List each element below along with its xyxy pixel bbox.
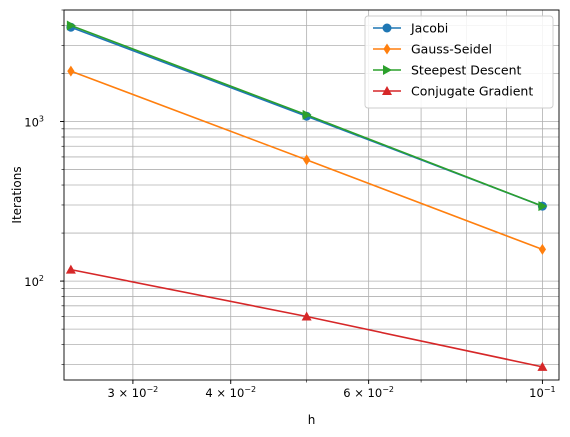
series-conjugate-gradient xyxy=(65,264,548,371)
legend-item: Conjugate Gradient xyxy=(373,84,533,99)
x-tick-label: 3 × 10−2 xyxy=(108,385,159,400)
legend-label: Gauss-Seidel xyxy=(411,42,492,57)
series-group xyxy=(65,20,548,371)
data-point xyxy=(65,264,76,274)
series-gauss-seidel xyxy=(67,65,547,255)
legend-item: Gauss-Seidel xyxy=(373,42,492,57)
legend-label: Steepest Descent xyxy=(411,63,522,78)
data-point xyxy=(301,311,312,321)
plot-frame xyxy=(63,9,560,381)
data-point xyxy=(67,65,75,77)
legend-marker xyxy=(382,23,392,33)
y-axis-label: Iterations xyxy=(10,166,24,223)
series-steepest-descent xyxy=(66,20,548,212)
legend-box xyxy=(364,15,554,109)
data-point xyxy=(303,154,311,166)
legend-marker xyxy=(383,43,391,55)
legend-item: Steepest Descent xyxy=(373,63,522,78)
legend-label: Jacobi xyxy=(410,21,448,36)
y-tick-label: 103 xyxy=(24,115,44,130)
data-point xyxy=(66,20,76,31)
data-point xyxy=(538,243,547,255)
legend-item: Jacobi xyxy=(373,21,448,36)
data-point xyxy=(302,109,312,120)
y-tick-label: 102 xyxy=(24,274,44,289)
legend-marker xyxy=(383,65,392,75)
x-tick-label: 6 × 10−2 xyxy=(343,385,394,400)
data-point xyxy=(537,361,548,371)
legend-marker xyxy=(382,86,392,95)
x-tick-label: 4 × 10−2 xyxy=(205,385,256,400)
x-tick-label: 10−1 xyxy=(529,385,555,400)
data-point xyxy=(538,201,548,212)
x-axis-label: h xyxy=(308,413,316,427)
axis-ticks: 3 × 10−2 4 × 10−2 6 × 10−2 10−1 102 103 xyxy=(24,9,556,400)
legend-label: Conjugate Gradient xyxy=(411,84,533,99)
legend: Jacobi Gauss-Seidel Steepest Descent Conjug… xyxy=(364,15,554,109)
